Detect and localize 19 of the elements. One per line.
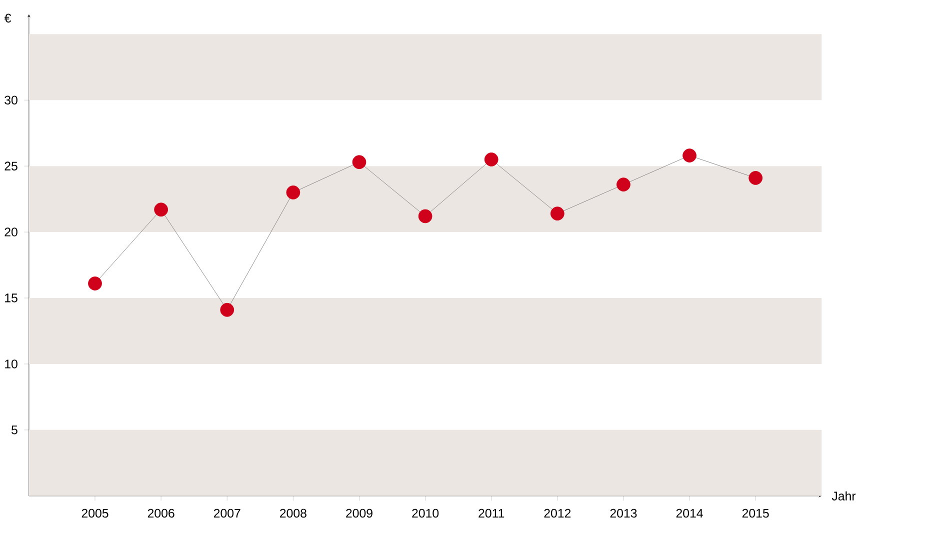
y-tick-label: 30 bbox=[4, 96, 18, 104]
x-tick-label: 2014 bbox=[676, 508, 703, 518]
y-tick-label: 10 bbox=[5, 360, 18, 368]
x-tick-label: 2009 bbox=[346, 508, 372, 518]
y-tick-label: 25 bbox=[4, 162, 18, 170]
y-tick-label: 20 bbox=[4, 228, 18, 236]
y-axis-title: € bbox=[4, 14, 12, 23]
x-tick-label: 2006 bbox=[148, 508, 174, 518]
x-axis-title: Jahr bbox=[832, 491, 856, 500]
x-tick-label: 2012 bbox=[544, 508, 571, 518]
x-tick-label: 2005 bbox=[82, 508, 108, 518]
y-tick-label: 5 bbox=[12, 426, 18, 434]
x-tick-label: 2013 bbox=[610, 508, 637, 518]
x-tick-label: 2015 bbox=[742, 508, 769, 518]
x-tick-label: 2010 bbox=[412, 508, 439, 518]
x-tick-label: 2011 bbox=[478, 508, 504, 518]
y-tick-label: 15 bbox=[5, 294, 18, 302]
x-tick-label: 2008 bbox=[280, 508, 306, 518]
x-tick-label: 2007 bbox=[214, 508, 240, 518]
